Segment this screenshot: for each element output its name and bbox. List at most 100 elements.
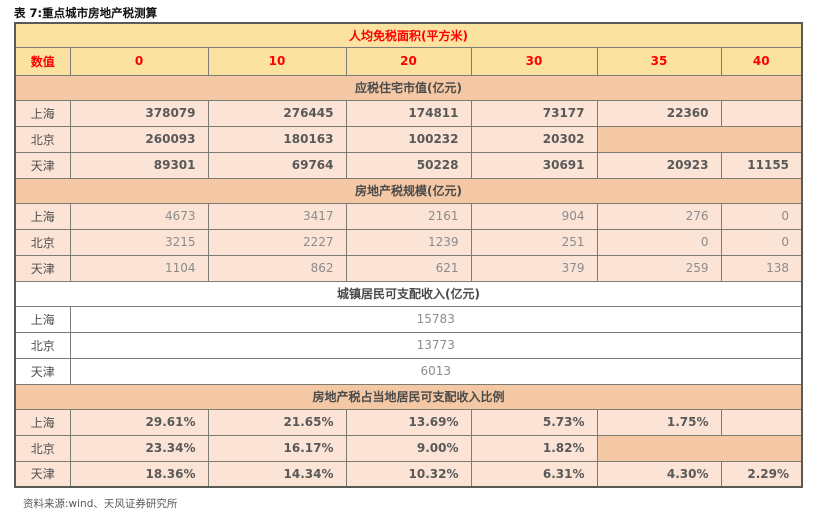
value-cell: 259 [596,254,722,282]
income-value-cell: 6013 [69,357,803,385]
value-cell: 22360 [596,99,722,127]
table-row: 北京 260093 180163 100232 20302 [14,125,803,153]
table-row: 天津 1104 862 621 379 259 138 [14,254,803,282]
city-label: 上海 [14,202,71,230]
value-cell: 9.00% [345,434,472,462]
value-cell: 180163 [207,125,347,153]
table-row: 上海 4673 3417 2161 904 276 0 [14,202,803,230]
section-header-row: 应税住宅市值(亿元) [14,74,803,101]
column-header-30: 30 [470,46,598,76]
table-row: 北京 23.34% 16.17% 9.00% 1.82% [14,434,803,462]
value-cell: 1.75% [596,408,722,436]
value-cell: 0 [596,228,722,256]
table-row: 上海 15783 [14,305,803,333]
value-cell: 378079 [69,99,209,127]
table-row: 北京 13773 [14,331,803,359]
value-cell: 14.34% [207,460,347,488]
column-header-0: 0 [69,46,209,76]
section-header-row: 城镇居民可支配收入(亿元) [14,280,803,307]
value-cell: 276 [596,202,722,230]
value-cell: 1.82% [470,434,598,462]
section-header-row: 房地产税占当地居民可支配收入比例 [14,383,803,410]
value-cell: 16.17% [207,434,347,462]
value-cell: 4.30% [596,460,722,488]
value-cell: 904 [470,202,598,230]
column-header-40: 40 [720,46,803,76]
top-header-cell: 人均免税面积(平方米) [14,22,803,48]
city-label: 北京 [14,228,71,256]
value-cell: 2161 [345,202,472,230]
value-cell: 3417 [207,202,347,230]
value-cell: 862 [207,254,347,282]
empty-value-cell [720,408,803,436]
value-cell: 174811 [345,99,472,127]
value-cell: 23.34% [69,434,209,462]
city-label: 上海 [14,408,71,436]
city-label: 天津 [14,151,71,179]
city-label: 上海 [14,305,71,333]
empty-value-cell [720,99,803,127]
source-note: 资料来源:wind、天风证券研究所 [23,498,178,510]
income-value-cell: 13773 [69,331,803,359]
city-label: 天津 [14,254,71,282]
section-title-tax-scale: 房地产税规模(亿元) [14,177,803,204]
city-label: 北京 [14,434,71,462]
table-row: 天津 89301 69764 50228 30691 20923 11155 [14,151,803,179]
city-label: 北京 [14,125,71,153]
table-header-row: 人均免税面积(平方米) [14,22,803,48]
value-cell: 2.29% [720,460,803,488]
value-cell: 0 [720,202,803,230]
value-cell: 100232 [345,125,472,153]
value-cell: 18.36% [69,460,209,488]
table-row: 天津 18.36% 14.34% 10.32% 6.31% 4.30% 2.29… [14,460,803,488]
value-cell: 20923 [596,151,722,179]
section-title-market-value: 应税住宅市值(亿元) [14,74,803,101]
column-header-20: 20 [345,46,472,76]
value-cell: 29.61% [69,408,209,436]
value-cell: 379 [470,254,598,282]
value-cell: 1104 [69,254,209,282]
value-cell: 30691 [470,151,598,179]
value-cell: 11155 [720,151,803,179]
value-cell: 3215 [69,228,209,256]
merged-empty-cell [596,125,803,153]
column-header-35: 35 [596,46,722,76]
value-row-label: 数值 [14,46,71,76]
value-cell: 251 [470,228,598,256]
city-label: 上海 [14,99,71,127]
city-label: 北京 [14,331,71,359]
page-title: 表 7:重点城市房地产税测算 [14,6,158,20]
city-label: 天津 [14,460,71,488]
table-row: 上海 29.61% 21.65% 13.69% 5.73% 1.75% [14,408,803,436]
value-cell: 5.73% [470,408,598,436]
city-label: 天津 [14,357,71,385]
value-cell: 10.32% [345,460,472,488]
value-cell: 50228 [345,151,472,179]
table-row: 天津 6013 [14,357,803,385]
value-cell: 621 [345,254,472,282]
value-cell: 4673 [69,202,209,230]
column-header-10: 10 [207,46,347,76]
table-row: 上海 378079 276445 174811 73177 22360 [14,99,803,127]
table-row: 北京 3215 2227 1239 251 0 0 [14,228,803,256]
section-title-tax-ratio: 房地产税占当地居民可支配收入比例 [14,383,803,410]
value-cell: 13.69% [345,408,472,436]
merged-empty-cell [596,434,803,462]
value-cell: 20302 [470,125,598,153]
value-cell: 21.65% [207,408,347,436]
income-value-cell: 15783 [69,305,803,333]
value-cell: 1239 [345,228,472,256]
column-header-row: 数值 0 10 20 30 35 40 [14,46,803,76]
tax-estimation-table: 人均免税面积(平方米) 数值 0 10 20 30 35 40 应税住宅市值(亿… [14,22,804,488]
value-cell: 138 [720,254,803,282]
value-cell: 2227 [207,228,347,256]
value-cell: 6.31% [470,460,598,488]
value-cell: 69764 [207,151,347,179]
value-cell: 89301 [69,151,209,179]
section-header-row: 房地产税规模(亿元) [14,177,803,204]
value-cell: 260093 [69,125,209,153]
value-cell: 73177 [470,99,598,127]
section-title-disposable-income: 城镇居民可支配收入(亿元) [14,280,803,307]
value-cell: 0 [720,228,803,256]
